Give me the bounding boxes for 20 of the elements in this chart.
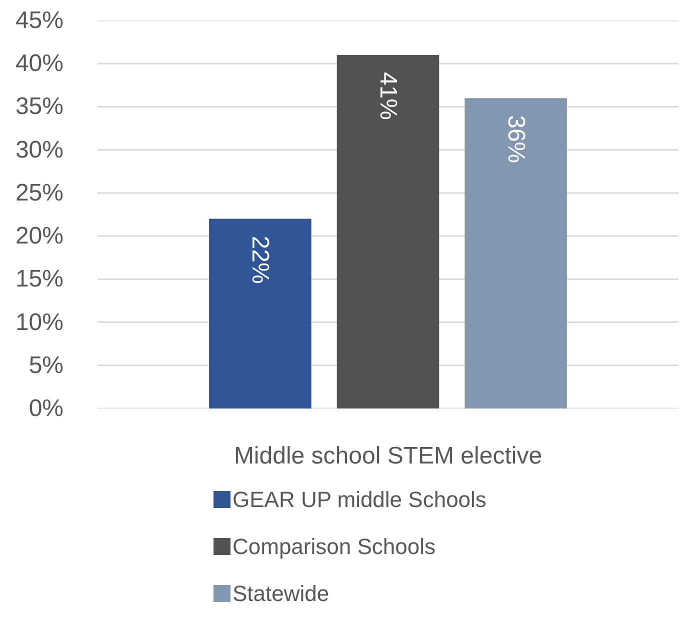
y-tick-label: 10% <box>15 308 64 336</box>
bar <box>464 98 567 408</box>
y-tick-label: 0% <box>28 395 64 422</box>
y-tick-label: 15% <box>15 266 64 293</box>
data-label: 22% <box>246 236 274 284</box>
y-tick-label: 25% <box>15 179 64 206</box>
legend-label: Statewide <box>232 581 330 606</box>
y-tick-label: 5% <box>28 352 64 379</box>
data-label: 36% <box>502 115 530 164</box>
bar <box>336 54 440 408</box>
legend-label: GEAR UP middle Schools <box>232 487 486 512</box>
y-tick-label: 35% <box>15 93 64 120</box>
data-label: 41% <box>374 72 402 120</box>
y-tick-label: 40% <box>15 50 64 78</box>
y-tick-label: 30% <box>15 136 64 164</box>
bar <box>209 218 312 408</box>
x-tick-label: Middle school STEM elective <box>234 442 542 470</box>
y-tick-label: 20% <box>15 222 64 250</box>
y-tick-label: 45% <box>15 7 64 34</box>
legend-label: Comparison Schools <box>232 534 436 559</box>
